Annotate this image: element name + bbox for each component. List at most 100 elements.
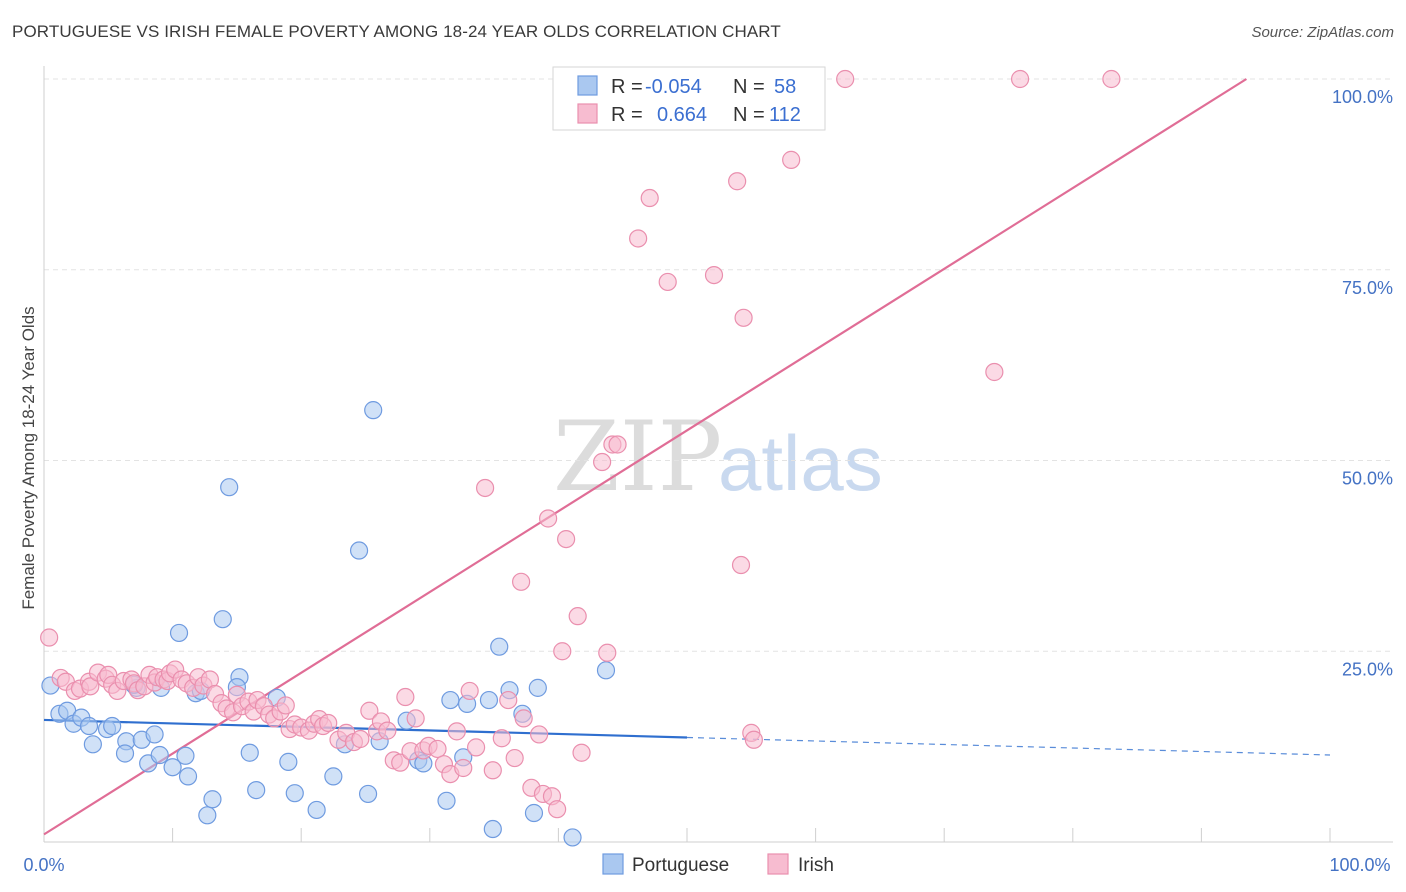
point-irish <box>475 478 495 498</box>
point-portuguese <box>279 752 298 771</box>
point-irish <box>514 709 533 728</box>
point-irish <box>351 729 370 749</box>
point-irish <box>557 529 576 549</box>
point-irish <box>1010 69 1030 89</box>
y-tick-label: 25.0% <box>1342 659 1393 679</box>
point-portuguese <box>150 745 169 765</box>
legend-r-label-irish: R = <box>611 104 643 126</box>
point-irish <box>539 509 558 528</box>
point-portuguese <box>596 661 616 680</box>
point-portuguese <box>115 744 135 763</box>
bottom-legend-swatch-irish <box>767 853 789 875</box>
point-irish <box>608 435 627 454</box>
point-portuguese <box>441 690 460 710</box>
grid <box>44 78 1393 652</box>
point-irish <box>276 696 295 715</box>
point-irish <box>572 743 591 762</box>
point-irish <box>466 738 486 757</box>
y-tick-label: 50.0% <box>1342 469 1393 489</box>
point-irish <box>319 713 338 733</box>
point-portuguese <box>240 743 259 762</box>
chart-title: PORTUGUESE VS IRISH FEMALE POVERTY AMONG… <box>12 22 781 41</box>
point-portuguese <box>203 790 222 809</box>
point-irish <box>629 229 648 248</box>
trend-line-portuguese-extension <box>686 736 1331 756</box>
point-irish <box>530 725 549 744</box>
y-tick-label: 100.0% <box>1332 87 1393 107</box>
point-portuguese <box>324 767 343 786</box>
axes <box>43 66 1393 843</box>
bottom-legend-label-irish: Irish <box>798 855 834 876</box>
point-irish <box>553 642 572 661</box>
point-portuguese <box>490 637 509 656</box>
legend-swatch-irish <box>577 103 598 124</box>
point-irish <box>728 172 747 191</box>
point-portuguese <box>169 623 189 643</box>
point-portuguese <box>247 781 266 800</box>
legend-r-label-portuguese: R = <box>611 76 643 98</box>
point-irish <box>499 690 518 710</box>
point-irish <box>483 761 502 780</box>
point-portuguese <box>213 610 232 629</box>
watermark: ZIP atlas <box>553 401 883 513</box>
point-portuguese <box>479 690 499 710</box>
point-portuguese <box>103 716 122 736</box>
point-irish <box>985 362 1004 382</box>
point-irish <box>447 722 466 741</box>
point-irish <box>658 272 677 292</box>
point-portuguese <box>483 819 502 839</box>
point-irish <box>548 800 567 819</box>
point-irish <box>593 452 612 472</box>
point-portuguese <box>307 800 326 820</box>
point-portuguese <box>220 478 239 497</box>
chart-source: Source: ZipAtlas.com <box>1251 24 1394 41</box>
x-tick-label: 0.0% <box>23 855 64 875</box>
point-irish <box>731 555 751 575</box>
point-portuguese <box>563 828 582 847</box>
bottom-legend-swatch-portuguese <box>602 853 624 875</box>
point-irish <box>782 150 801 169</box>
point-irish <box>734 308 753 327</box>
point-irish <box>378 721 397 740</box>
point-portuguese <box>176 746 195 765</box>
legend-r-value-portuguese: -0.054 <box>645 76 702 98</box>
point-irish <box>505 748 524 768</box>
point-portuguese <box>528 678 547 697</box>
legend-n-label-irish: N = <box>733 104 765 126</box>
point-portuguese <box>198 806 217 825</box>
point-portuguese <box>79 716 99 736</box>
point-portuguese <box>163 758 182 777</box>
bottom-legend: Portuguese Irish <box>602 853 834 876</box>
point-portuguese <box>349 541 369 560</box>
watermark-atlas: atlas <box>718 419 883 507</box>
point-irish <box>704 265 724 285</box>
legend-n-value-irish: 112 <box>769 104 801 126</box>
legend-r-value-irish: 0.664 <box>657 104 707 126</box>
trend-line-portuguese <box>43 718 688 739</box>
point-portuguese <box>524 803 544 823</box>
point-portuguese <box>358 784 378 804</box>
point-irish <box>1102 69 1121 89</box>
legend-n-value-portuguese: 58 <box>774 76 796 98</box>
point-irish <box>512 572 531 591</box>
legend-swatch-portuguese <box>577 75 598 96</box>
point-irish <box>460 681 479 701</box>
point-irish <box>428 739 447 759</box>
watermark-zip: ZIP <box>553 401 722 513</box>
point-irish <box>81 677 100 696</box>
data-points <box>40 69 1121 847</box>
point-irish <box>391 753 410 772</box>
point-irish <box>640 188 659 208</box>
point-irish <box>396 687 415 707</box>
point-irish <box>568 607 587 626</box>
point-portuguese <box>178 767 198 786</box>
point-irish <box>360 701 379 720</box>
legend-n-label-portuguese: N = <box>733 76 765 98</box>
point-irish <box>406 709 425 728</box>
point-irish <box>744 730 763 749</box>
y-axis-label: Female Poverty Among 18-24 Year Olds <box>19 306 38 609</box>
top-legend: R = -0.054 N = 58 R = 0.664 N = 112 <box>552 66 826 131</box>
point-portuguese <box>437 791 456 810</box>
bottom-legend-label-portuguese: Portuguese <box>632 855 729 876</box>
